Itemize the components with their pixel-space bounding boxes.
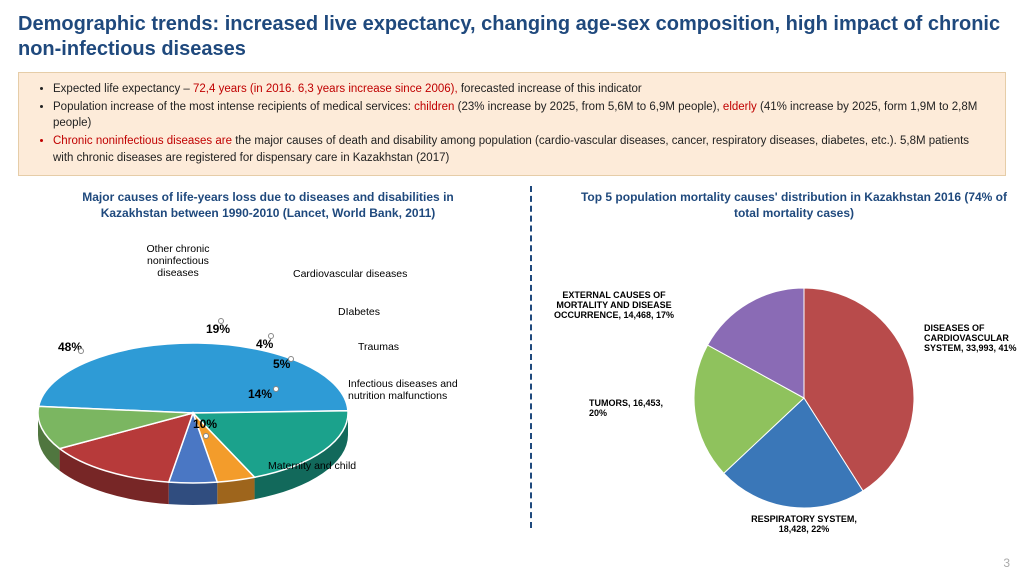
callout-box: Expected life expectancy – 72,4 years (i… [18,72,1006,176]
right-panel: Top 5 population mortality causes' distr… [544,186,1024,527]
bullet-3: Chronic noninfectious diseases are the m… [53,133,991,166]
title-bold: Demographic trends: [18,13,219,35]
left-panel: Major causes of life-years loss due to d… [18,186,518,527]
right-chart-title: Top 5 population mortality causes' distr… [579,190,1009,221]
charts-row: Major causes of life-years loss due to d… [18,186,1006,527]
left-pie-chart: Other chronic noninfectious diseasesCard… [18,228,518,528]
left-chart-title: Major causes of life-years loss due to d… [53,190,483,221]
page-title: Demographic trends: increased live expec… [18,12,1006,62]
bullet-1: Expected life expectancy – 72,4 years (i… [53,81,991,98]
divider [530,186,532,527]
page-number: 3 [1003,556,1010,570]
right-pie-chart: DISEASES OF CARDIOVASCULAR SYSTEM, 33,99… [544,228,1024,528]
bullet-2: Population increase of the most intense … [53,99,991,132]
